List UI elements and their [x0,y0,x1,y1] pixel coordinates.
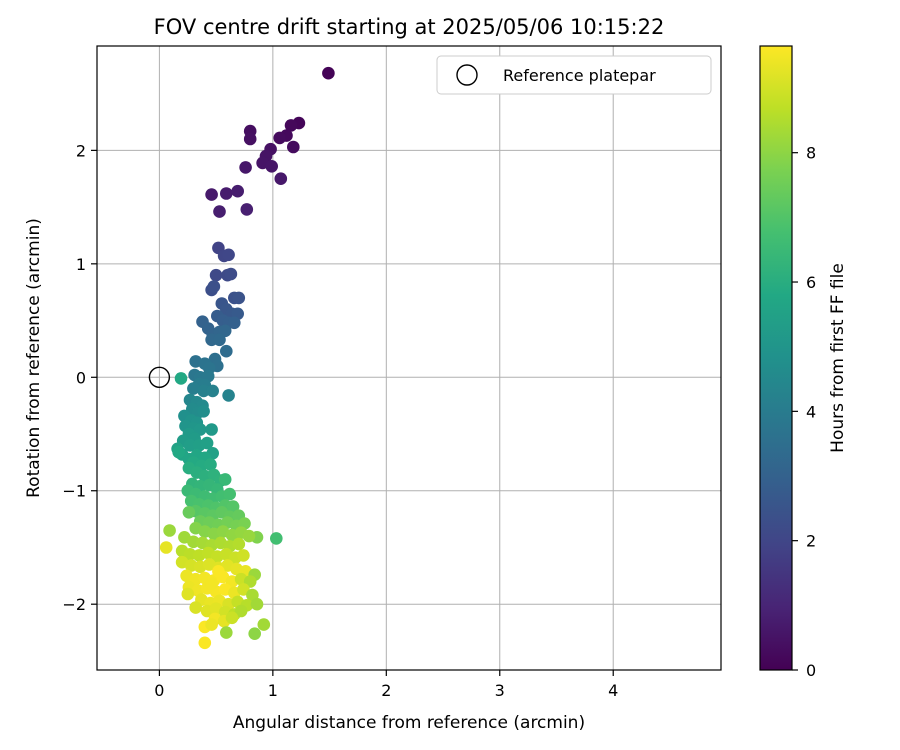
colorbar-tick-label: 0 [806,661,816,680]
colorbar-tick-label: 4 [806,402,816,421]
data-point [223,487,236,501]
data-point [232,537,246,551]
data-point [213,205,226,218]
data-point [225,611,239,625]
data-point [243,132,257,146]
chart-title: FOV centre drift starting at 2025/05/06 … [154,15,665,39]
data-point [228,316,241,330]
plot-frame [96,45,722,671]
data-point [205,618,218,631]
x-tick-label: 1 [268,681,278,700]
data-points [159,66,335,650]
colorbar-tick-label: 2 [806,532,816,551]
legend-box [436,55,712,95]
y-tick-label: 2 [76,141,86,160]
data-point [265,160,279,173]
data-point [218,324,232,338]
colorbar-tick-label: 6 [806,273,816,292]
y-tick-label: 0 [76,368,86,387]
data-point [183,439,197,452]
data-point [287,140,300,154]
data-point [197,384,210,398]
data-point [240,203,254,216]
colorbar: 0 2 4 6 8 Hours from first FF file [759,45,848,680]
data-point [212,565,225,578]
data-point [218,473,232,486]
data-point [205,577,218,591]
data-point [220,187,233,200]
data-point [189,601,202,614]
data-point [181,587,195,601]
data-point [163,524,176,537]
data-point [182,506,196,519]
data-point [197,405,210,418]
data-point [239,161,252,174]
data-point [220,626,233,639]
plot-area: 0 1 2 3 4 −2 −1 0 1 2 [62,45,722,700]
data-point [234,604,248,618]
colorbar-tick-label: 8 [806,144,816,163]
colorbar-gradient [759,45,793,671]
data-point [159,541,173,554]
data-point [209,268,223,282]
data-point [204,458,217,471]
x-tick-label: 0 [154,681,164,700]
data-point [237,583,250,596]
legend-marker-icon [456,64,478,86]
x-tick-label: 4 [608,681,618,700]
data-point [270,532,283,545]
y-tick-label: −1 [62,482,86,501]
data-point [226,500,240,513]
data-point [322,66,335,80]
y-tick-label: 1 [76,255,86,274]
data-point [250,597,264,611]
data-point [174,372,188,385]
colorbar-ticks: 0 2 4 6 8 [792,144,816,680]
data-point [248,627,261,640]
data-point [222,248,235,262]
x-axis-ticks: 0 1 2 3 4 [154,670,618,700]
data-point [205,188,218,201]
data-point [193,423,207,436]
data-point [220,344,233,358]
data-point [242,529,256,543]
x-tick-label: 2 [381,681,391,700]
data-point [257,618,271,631]
data-point [222,389,235,402]
data-point [198,636,212,650]
data-point [237,549,250,562]
data-point [232,291,246,305]
data-point [224,267,238,281]
data-point [206,384,219,398]
legend-label: Reference platepar [503,66,656,85]
y-axis-ticks: −2 −1 0 1 2 [62,141,97,614]
legend: Reference platepar [436,55,712,95]
x-axis-label: Angular distance from reference (arcmin) [233,713,585,733]
y-tick-label: −2 [62,595,86,614]
data-point [187,382,200,395]
colorbar-label: Hours from first FF file [828,263,848,453]
data-point [172,445,185,459]
data-point [273,131,287,145]
reference-platepar-marker [148,366,171,388]
data-point [200,436,214,450]
data-point [284,119,298,132]
data-point [213,333,226,347]
data-point [205,423,218,436]
data-point [274,172,288,185]
data-point [207,280,221,293]
y-axis-label: Rotation from reference (arcmin) [24,218,44,498]
data-point [231,184,244,198]
x-tick-label: 3 [495,681,505,700]
